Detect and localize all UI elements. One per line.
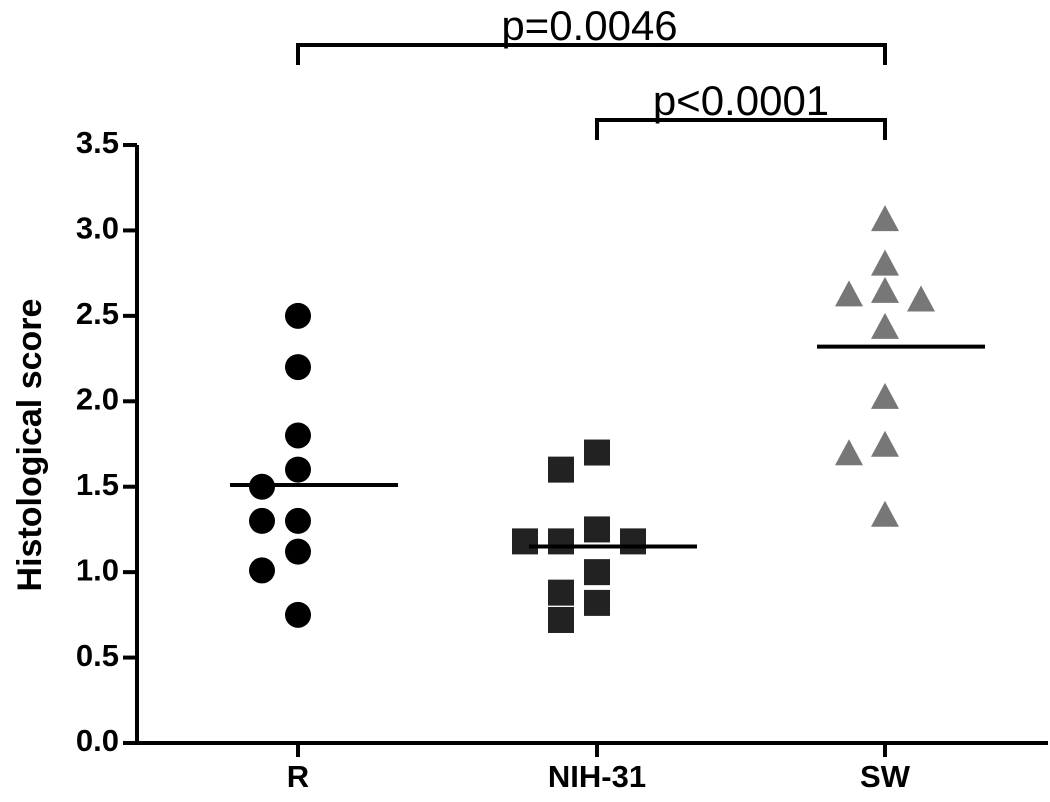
- point: [512, 528, 538, 555]
- significance-label: p=0.0046: [501, 2, 677, 49]
- point: [548, 456, 574, 483]
- point: [584, 439, 610, 466]
- y-tick-label: 1.5: [76, 467, 119, 502]
- y-tick-label: 3.5: [76, 125, 119, 160]
- point: [584, 559, 610, 586]
- point: [285, 456, 311, 483]
- point: [871, 312, 899, 339]
- point: [907, 285, 935, 312]
- point: [871, 430, 899, 457]
- point: [548, 528, 574, 555]
- significance-bracket: [296, 43, 887, 65]
- y-tick-label: 0.0: [76, 723, 119, 758]
- point: [835, 439, 863, 466]
- point: [871, 249, 899, 276]
- point: [285, 538, 311, 565]
- point: [871, 276, 899, 303]
- point: [871, 205, 899, 232]
- point: [548, 579, 574, 606]
- y-tick-label: 1.0: [76, 552, 119, 587]
- point: [835, 280, 863, 307]
- point: [285, 422, 311, 449]
- point: [548, 606, 574, 633]
- point: [249, 507, 275, 534]
- point: [871, 500, 899, 527]
- point: [620, 528, 646, 555]
- point: [584, 589, 610, 616]
- x-tick-label: NIH-31: [548, 759, 646, 794]
- y-axis-label: Histological score: [11, 299, 49, 592]
- point: [285, 302, 311, 329]
- point: [285, 507, 311, 534]
- y-tick-label: 3.0: [76, 211, 119, 246]
- point: [285, 601, 311, 628]
- y-tick-label: 0.5: [76, 638, 119, 673]
- point: [285, 354, 311, 381]
- x-tick-label: R: [287, 759, 309, 794]
- point: [249, 557, 275, 584]
- point: [584, 516, 610, 543]
- x-tick-label: SW: [860, 759, 911, 794]
- significance-bracket: [595, 118, 887, 140]
- point: [871, 382, 899, 409]
- y-tick-label: 2.0: [76, 381, 119, 416]
- y-tick-label: 2.5: [76, 296, 119, 331]
- significance-label: p<0.0001: [653, 77, 829, 124]
